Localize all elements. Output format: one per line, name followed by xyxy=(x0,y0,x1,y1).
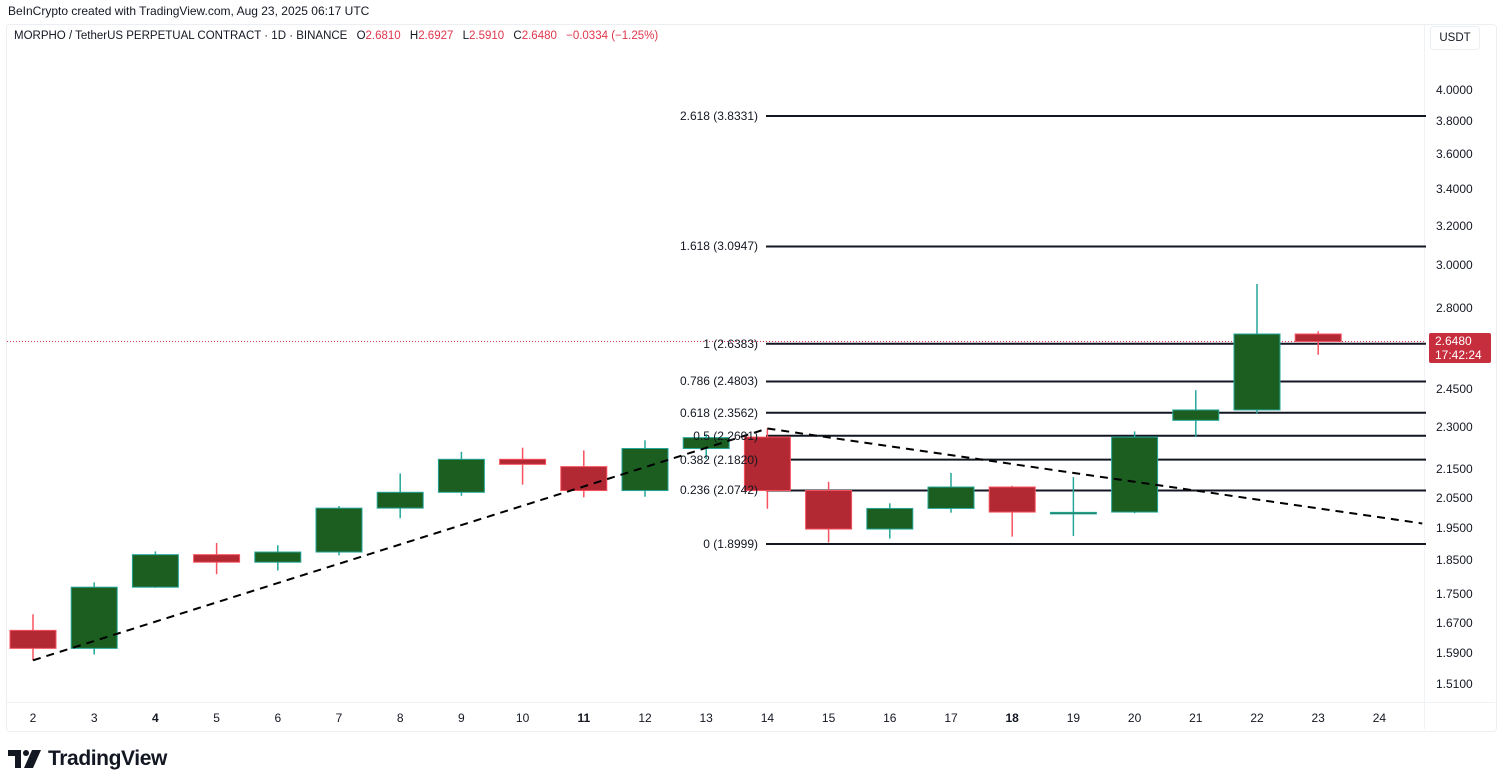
high-label: H xyxy=(409,30,419,42)
candle-down xyxy=(9,629,57,649)
candle-up xyxy=(621,448,669,492)
time-axis-label: 22 xyxy=(1250,711,1264,725)
time-axis-label: 4 xyxy=(152,711,159,725)
fib-level-label: 1 (2.6383) xyxy=(703,336,758,351)
time-axis-label: 18 xyxy=(1005,711,1019,725)
price-axis-label: 2.4500 xyxy=(1436,381,1473,396)
price-axis-label: 1.5900 xyxy=(1436,645,1473,660)
open-value: 2.6810 xyxy=(365,30,401,42)
fib-level-label: 1.618 (3.0947) xyxy=(679,239,758,254)
price-axis-label: 1.9500 xyxy=(1436,521,1473,536)
bar-countdown: 17:42:24 xyxy=(1435,348,1482,362)
candle-up xyxy=(1233,333,1281,411)
symbol-title[interactable]: MORPHO / TetherUS PERPETUAL CONTRACT · 1… xyxy=(14,30,348,42)
open-label: O xyxy=(356,30,366,42)
price-axis-label: 2.0500 xyxy=(1436,490,1473,505)
price-axis-label: 2.8000 xyxy=(1436,300,1473,315)
tradingview-logo-icon xyxy=(8,750,41,768)
time-axis-label: 16 xyxy=(883,711,897,725)
time-axis-label: 8 xyxy=(396,711,404,725)
candle-down xyxy=(499,458,547,465)
time-axis-label: 19 xyxy=(1066,711,1081,725)
candle-up xyxy=(254,551,302,563)
time-axis-label: 24 xyxy=(1372,711,1387,725)
time-axis-label: 15 xyxy=(821,711,836,725)
fib-level-label: 2.618 (3.8331) xyxy=(679,109,758,123)
price-axis-label: 4.0000 xyxy=(1436,83,1473,97)
candle-down xyxy=(805,490,853,530)
candle-up xyxy=(315,507,363,553)
fib-level-label: 0.236 (2.0742) xyxy=(679,483,758,498)
price-axis-label: 2.3000 xyxy=(1436,420,1473,435)
time-axis-label: 17 xyxy=(944,711,958,725)
fib-level-label: 0.5 (2.2691) xyxy=(693,428,758,443)
candle-down xyxy=(193,554,241,563)
close-value: 2.6480 xyxy=(521,30,557,42)
low-value: 2.5910 xyxy=(469,30,505,42)
time-axis-label: 20 xyxy=(1127,711,1142,725)
time-axis-label: 13 xyxy=(699,711,713,725)
fib-level-label: 0 (1.8999) xyxy=(703,537,758,551)
candle-up xyxy=(866,507,914,530)
tradingview-logo[interactable]: TradingView xyxy=(8,747,167,771)
time-axis-label: 12 xyxy=(638,711,652,725)
time-axis-label: 14 xyxy=(760,711,775,725)
ascending-support-trendline xyxy=(32,427,768,662)
candle-up xyxy=(70,586,118,649)
candle-down xyxy=(988,486,1036,513)
price-axis-label: 3.4000 xyxy=(1436,182,1473,197)
time-axis-label: 11 xyxy=(577,711,591,725)
time-axis-label: 6 xyxy=(274,711,282,725)
price-axis-label: 1.6700 xyxy=(1436,615,1473,630)
time-axis-label: 9 xyxy=(458,711,465,725)
last-price-tag: 2.6480 17:42:24 xyxy=(1429,333,1491,363)
time-axis-label: 23 xyxy=(1311,711,1325,725)
fib-level-label: 0.382 (2.1820) xyxy=(679,452,758,467)
price-axis-label: 3.2000 xyxy=(1436,219,1473,234)
chart-credit: BeInCrypto created with TradingView.com,… xyxy=(8,4,370,18)
time-axis-label: 10 xyxy=(515,711,530,725)
price-axis-label: 1.8500 xyxy=(1436,553,1473,568)
price-axis-label: 1.5100 xyxy=(1436,677,1473,692)
candle-up xyxy=(1111,436,1159,513)
candle-up xyxy=(437,458,485,493)
candle-down xyxy=(1294,333,1342,343)
brand-name: TradingView xyxy=(48,747,167,770)
currency-button[interactable]: USDT xyxy=(1430,26,1480,50)
change-value: −0.0334 (−1.25%) xyxy=(566,30,659,42)
close-label: C xyxy=(513,30,522,42)
price-axis-label: 3.6000 xyxy=(1436,147,1473,162)
price-axis-label: 2.1500 xyxy=(1436,461,1473,476)
fib-level-label: 0.618 (2.3562) xyxy=(679,405,758,420)
time-axis-separator xyxy=(7,702,1495,703)
candle-down xyxy=(560,466,608,492)
candle-up xyxy=(927,486,975,509)
time-axis-label: 21 xyxy=(1189,711,1203,725)
high-value: 2.6927 xyxy=(418,30,454,42)
time-axis-label: 7 xyxy=(335,711,343,725)
price-axis-label: 1.7500 xyxy=(1436,587,1473,602)
last-price-value: 2.6480 xyxy=(1435,334,1472,348)
symbol-legend: MORPHO / TetherUS PERPETUAL CONTRACT · 1… xyxy=(14,30,658,42)
candle-down xyxy=(743,436,791,492)
candle-up xyxy=(376,491,424,509)
time-axis-label: 5 xyxy=(213,711,220,725)
fib-level-label: 0.786 (2.4803) xyxy=(679,374,758,389)
time-axis-label: 2 xyxy=(29,711,37,725)
low-label: L xyxy=(462,30,470,42)
price-axis-label: 3.0000 xyxy=(1436,258,1473,273)
price-axis-separator xyxy=(1424,25,1425,729)
candle-up xyxy=(131,554,179,588)
descending-resistance-trendline xyxy=(767,427,1423,525)
price-axis-label: 3.8000 xyxy=(1436,114,1473,129)
candle-up xyxy=(1172,409,1220,421)
time-axis-label: 3 xyxy=(90,711,98,725)
candle-up xyxy=(1049,511,1097,515)
